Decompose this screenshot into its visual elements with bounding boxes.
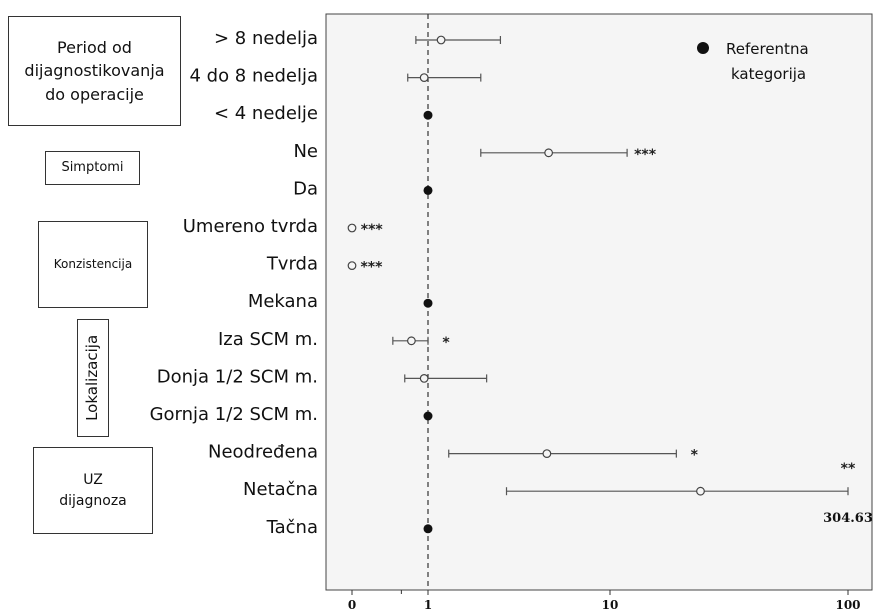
row-label: Umereno tvrda — [183, 216, 318, 237]
group-label-line: Simptomi — [61, 159, 124, 175]
reference-point — [423, 185, 433, 195]
estimate-point — [696, 486, 705, 496]
estimate-point — [419, 73, 429, 82]
x-tick-label: 100 — [835, 598, 860, 612]
row-label: Gornja 1/2 SCM m. — [150, 404, 318, 425]
plot-area — [325, 13, 873, 591]
row-label: Mekana — [248, 291, 318, 312]
row-label: Neodređena — [208, 442, 318, 463]
significance-marker: ** — [841, 461, 856, 477]
estimate-point — [542, 449, 552, 459]
reference-point — [423, 524, 433, 534]
group-label-box: UZ dijagnoza — [33, 447, 153, 534]
significance-marker: * — [442, 335, 450, 351]
group-label-line: do operacije — [45, 84, 144, 104]
legend-label-line2: kategorija — [731, 65, 806, 83]
significance-marker: *** — [361, 222, 384, 238]
group-label-line: Period od — [57, 38, 132, 58]
row-label: Tvrda — [266, 254, 318, 275]
group-label-line: UZ — [83, 472, 103, 489]
significance-marker: *** — [360, 260, 383, 276]
legend-marker — [697, 42, 709, 54]
estimate-point — [419, 374, 429, 383]
group-label-line: dijagnoza — [59, 492, 127, 509]
row-label: Ne — [293, 141, 318, 162]
upper-ci-note: 304.63 — [823, 511, 873, 526]
estimate-point — [544, 148, 554, 158]
group-label-line: Konzistencija — [53, 256, 133, 271]
row-label: Tačna — [266, 517, 318, 538]
group-label-line: dijagnostikovanja — [24, 61, 165, 81]
row-label: 4 do 8 nedelja — [189, 66, 318, 87]
x-tick-label: 10 — [602, 598, 619, 612]
legend-label-line1: Referentna — [726, 40, 809, 58]
group-label-line: Lokalizacija — [83, 334, 102, 422]
estimate-point — [347, 261, 357, 271]
estimate-point — [347, 223, 357, 233]
row-label: < 4 nedelje — [214, 103, 318, 124]
x-tick-label: 1 — [424, 598, 432, 612]
x-tick-label: 0 — [348, 598, 356, 612]
significance-marker: *** — [634, 147, 657, 163]
reference-point — [423, 298, 433, 308]
row-label: > 8 nedelja — [214, 28, 318, 49]
group-label-box: Konzistencija — [38, 221, 148, 308]
group-label-box: Simptomi — [45, 151, 140, 185]
row-label: Netačna — [243, 479, 318, 500]
group-label-box: Lokalizacija — [77, 319, 109, 437]
estimate-point — [407, 336, 416, 346]
estimate-point — [436, 35, 446, 45]
reference-point — [423, 110, 433, 120]
row-label: Donja 1/2 SCM m. — [157, 366, 318, 387]
significance-marker: * — [691, 448, 699, 464]
row-label: Da — [293, 178, 318, 199]
row-label: Iza SCM m. — [218, 329, 318, 350]
reference-point — [423, 411, 433, 421]
group-label-box: Period od dijagnostikovanja do operacije — [8, 16, 181, 126]
